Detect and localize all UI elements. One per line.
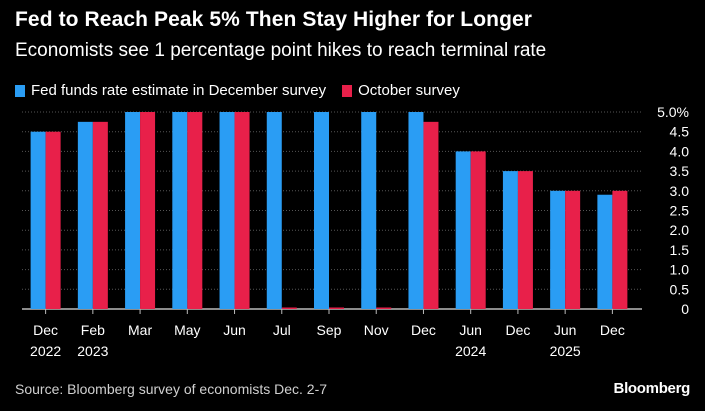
x-tick-label: Jun <box>554 322 577 338</box>
x-tick-label: Dec <box>33 322 58 338</box>
bar-december <box>408 112 424 309</box>
y-tick-label: 0.5 <box>670 281 690 297</box>
y-tick-label: 1.5 <box>670 242 690 258</box>
x-tick-label: Sep <box>317 322 342 338</box>
bar-october <box>423 121 439 309</box>
legend-label-december: Fed funds rate estimate in December surv… <box>31 82 327 99</box>
legend: Fed funds rate estimate in December surv… <box>15 82 476 99</box>
bar-december <box>219 112 235 309</box>
y-tick-label: 2.5 <box>670 203 690 219</box>
source-note: Source: Bloomberg survey of economists D… <box>15 381 328 397</box>
x-tick-year-label: 2025 <box>550 343 581 359</box>
chart-subtitle: Economists see 1 percentage point hikes … <box>15 40 547 61</box>
y-tick-label: 2.0 <box>670 222 690 238</box>
bar-october <box>45 131 61 309</box>
bar-october <box>234 112 250 309</box>
bloomberg-logo: Bloomberg <box>613 380 691 397</box>
y-tick-label: 3.5 <box>670 163 690 179</box>
y-tick-label: 1.0 <box>670 262 690 278</box>
x-tick-label: May <box>174 322 200 338</box>
legend-swatch-december <box>15 84 25 97</box>
bar-october <box>612 190 628 309</box>
x-tick-year-label: 2023 <box>77 343 108 359</box>
bar-december <box>266 112 282 309</box>
bar-december <box>550 190 566 309</box>
bar-december <box>172 112 188 309</box>
bar-december <box>597 194 613 309</box>
chart-title: Fed to Reach Peak 5% Then Stay Higher fo… <box>15 8 533 31</box>
x-tick-label: Jun <box>459 322 482 338</box>
x-tick-label: Jun <box>223 322 246 338</box>
bar-december <box>361 112 377 309</box>
bar-october <box>92 121 108 309</box>
bar-december <box>77 121 93 309</box>
y-tick-label: 0 <box>681 301 689 317</box>
bar-october <box>140 112 156 309</box>
x-tick-label: Dec <box>411 322 436 338</box>
legend-item-october: October survey <box>342 82 460 99</box>
legend-swatch-october <box>342 84 353 97</box>
y-tick-label: 4.0 <box>670 143 690 159</box>
x-tick-label: Dec <box>505 322 530 338</box>
x-tick-year-label: 2024 <box>455 343 486 359</box>
y-tick-label: 4.5 <box>670 124 690 140</box>
y-tick-label: 3.0 <box>670 183 690 199</box>
bar-empty <box>329 307 344 309</box>
x-tick-year-label: 2022 <box>30 343 61 359</box>
bar-december <box>125 112 141 309</box>
bar-october <box>517 171 533 309</box>
x-tick-label: Mar <box>128 322 152 338</box>
legend-item-december: Fed funds rate estimate in December surv… <box>15 82 326 99</box>
bar-december <box>314 112 329 309</box>
x-tick-label: Feb <box>81 322 105 338</box>
x-tick-label: Dec <box>600 322 625 338</box>
bar-empty <box>376 307 392 309</box>
bar-october <box>470 151 486 309</box>
bar-december <box>455 151 471 309</box>
legend-label-october: October survey <box>358 82 460 99</box>
y-tick-label: 5.0% <box>657 104 689 120</box>
bar-empty <box>281 307 297 309</box>
bar-october <box>187 112 203 309</box>
x-tick-label: Nov <box>364 322 389 338</box>
x-tick-label: Jul <box>273 322 291 338</box>
bar-october <box>565 190 581 309</box>
bar-december <box>502 171 518 309</box>
bar-december <box>30 131 46 309</box>
